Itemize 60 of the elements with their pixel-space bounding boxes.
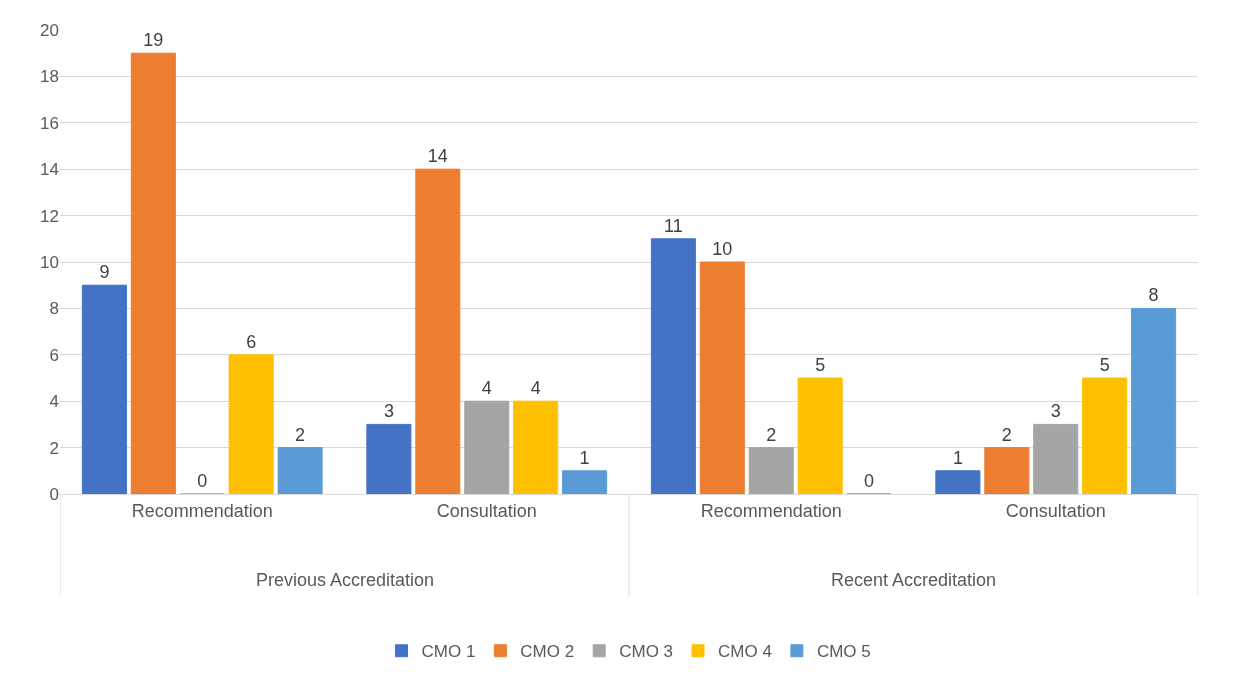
x-tick-label: Consultation — [436, 500, 537, 521]
bar — [1131, 307, 1177, 494]
data-label: 6 — [246, 331, 257, 352]
data-label: 11 — [664, 215, 683, 236]
bar — [513, 400, 559, 494]
y-tick-label: 2 — [49, 438, 59, 458]
bar — [130, 52, 176, 494]
bar — [935, 470, 981, 494]
data-label: 3 — [1050, 401, 1061, 422]
data-label: 0 — [864, 471, 875, 491]
x-tick-label: Recommendation — [131, 500, 273, 521]
bar — [984, 447, 1030, 494]
bar — [1033, 423, 1079, 494]
bar — [81, 284, 127, 494]
bar — [277, 447, 323, 494]
data-label: 0 — [197, 471, 208, 491]
data-label: 2 — [766, 424, 777, 445]
x-tick-label: Consultation — [1005, 500, 1106, 521]
data-label: 19 — [143, 30, 164, 51]
data-label: 4 — [530, 378, 541, 399]
bar — [650, 238, 696, 494]
y-tick-label: 8 — [49, 299, 59, 319]
data-label: 2 — [1001, 424, 1012, 445]
data-label: 1 — [952, 447, 963, 468]
y-tick-label: 0 — [49, 484, 59, 504]
data-label: 5 — [815, 355, 826, 375]
y-tick-label: 14 — [40, 160, 59, 180]
data-label: 3 — [383, 401, 394, 422]
data-label: 1 — [579, 447, 590, 468]
bar — [415, 168, 461, 494]
data-label: 8 — [1148, 285, 1159, 306]
text: Recent Accreditation — [831, 570, 997, 590]
y-tick-label: 4 — [49, 392, 59, 412]
text: Previous Accreditation — [256, 570, 435, 590]
y-tick-label: 18 — [40, 67, 59, 87]
data-label: 2 — [295, 424, 306, 445]
data-label: 9 — [99, 262, 110, 283]
y-tick-label: 6 — [49, 345, 59, 365]
bar — [228, 354, 274, 494]
x-tick-label: Recommendation — [700, 500, 842, 521]
legend-label: CMO 3 — [619, 642, 674, 662]
bar — [699, 261, 745, 494]
bar — [1082, 377, 1128, 494]
y-tick-label: 20 — [40, 20, 59, 40]
y-tick-label: 16 — [40, 113, 59, 133]
y-tick-label: 12 — [40, 206, 59, 226]
legend-label: CMO 2 — [520, 642, 575, 662]
legend-label: CMO 4 — [718, 642, 772, 662]
bar — [748, 447, 794, 494]
y-tick-label: 10 — [40, 252, 59, 272]
bar — [562, 470, 608, 494]
bar — [366, 423, 412, 494]
data-label: 14 — [427, 146, 448, 167]
legend-label: CMO 1 — [421, 642, 476, 662]
data-label: 5 — [1099, 355, 1110, 375]
data-label: 10 — [712, 239, 733, 259]
bar — [464, 400, 510, 494]
bar — [797, 377, 843, 494]
legend-label: CMO 5 — [816, 642, 871, 662]
data-label: 4 — [481, 378, 492, 399]
